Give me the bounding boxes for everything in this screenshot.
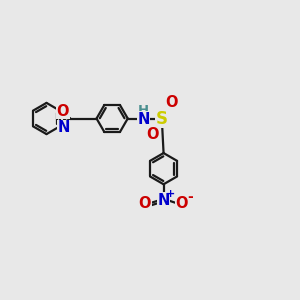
- Text: -: -: [187, 190, 193, 204]
- Text: N: N: [137, 112, 150, 127]
- Text: H: H: [138, 103, 149, 117]
- Text: N: N: [57, 120, 70, 135]
- Text: O: O: [139, 196, 151, 211]
- Text: O: O: [175, 196, 188, 211]
- Text: S: S: [156, 110, 168, 128]
- Text: +: +: [166, 189, 175, 199]
- Text: O: O: [56, 103, 69, 118]
- Text: O: O: [146, 127, 159, 142]
- Text: N: N: [158, 193, 170, 208]
- Text: O: O: [165, 95, 178, 110]
